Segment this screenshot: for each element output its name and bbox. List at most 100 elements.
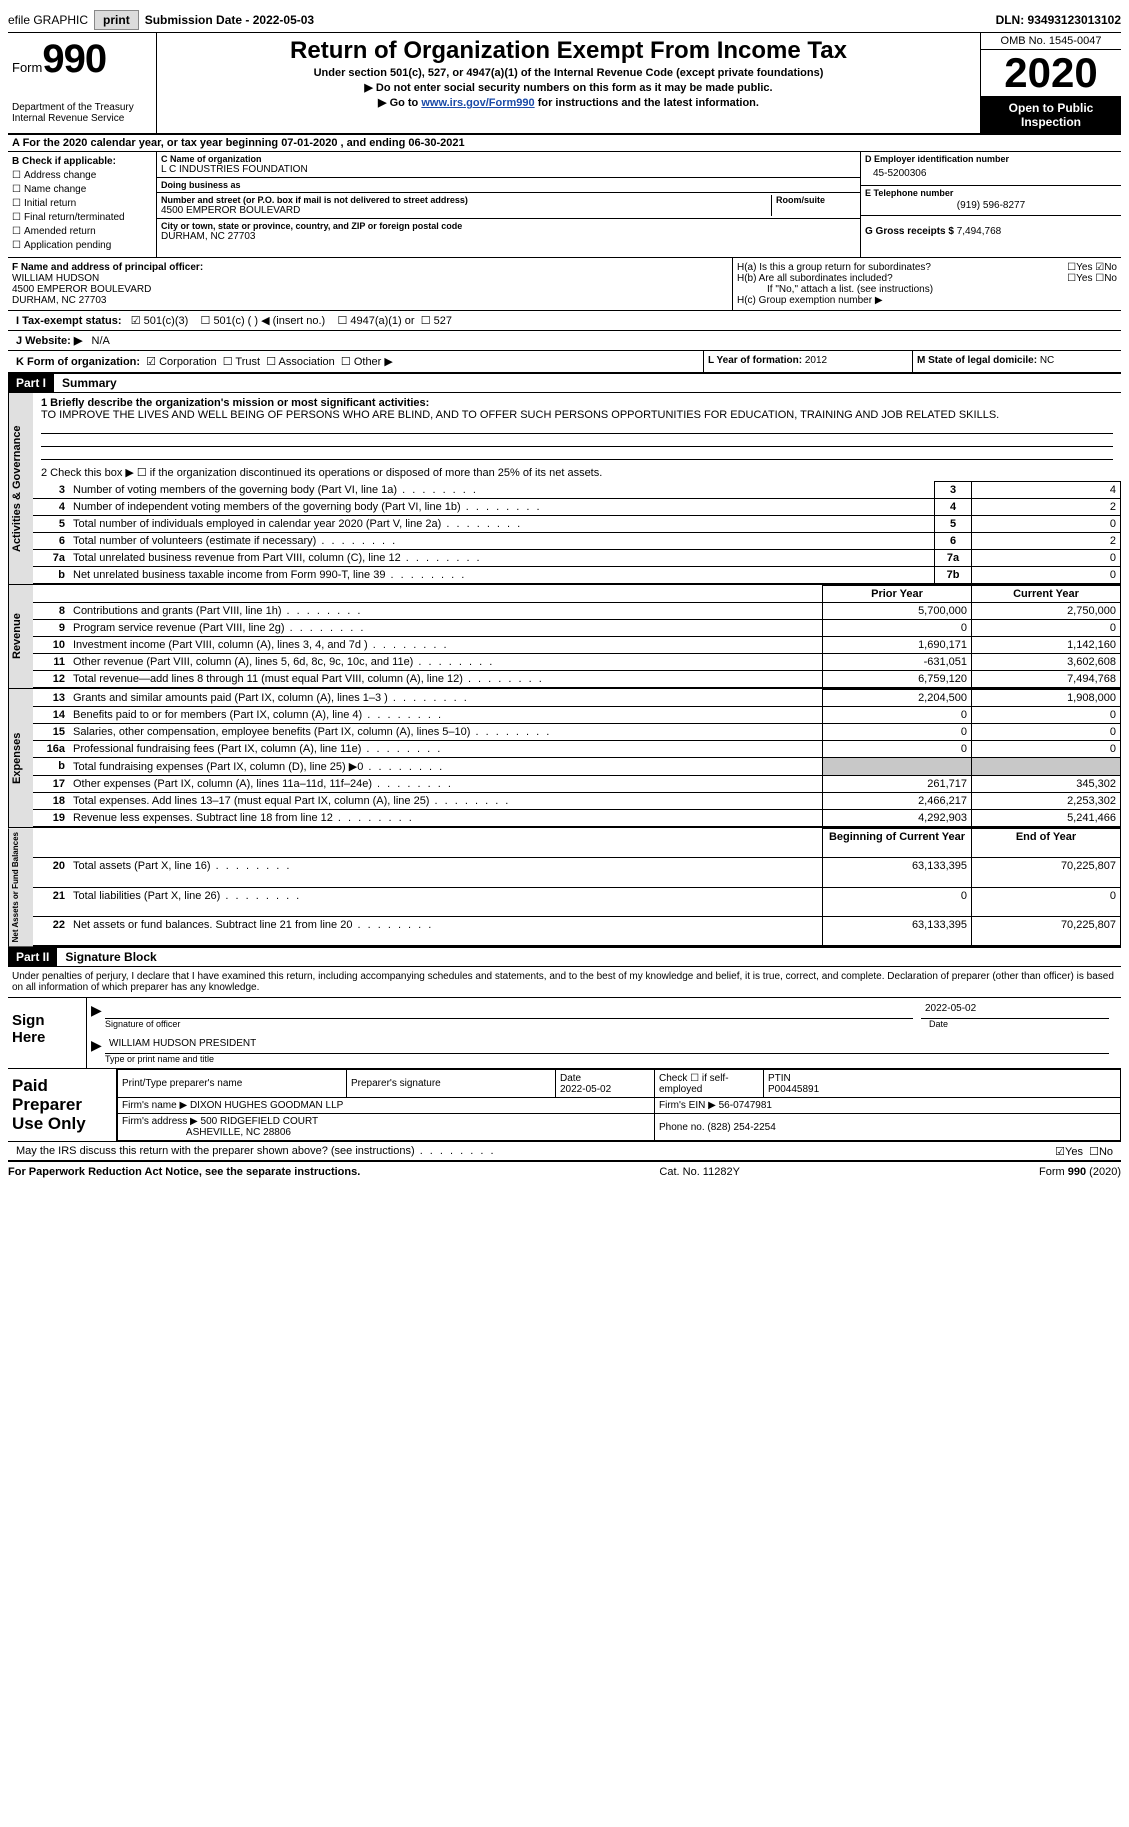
chk-501c3[interactable] (131, 315, 144, 327)
table-row: 10 Investment income (Part VIII, column … (33, 637, 1121, 654)
preparer-table: Print/Type preparer's name Preparer's si… (117, 1069, 1121, 1141)
chk-app-pending[interactable]: Application pending (24, 239, 152, 253)
table-row: 18 Total expenses. Add lines 13–17 (must… (33, 793, 1121, 810)
box-d: D Employer identification number 45-5200… (860, 152, 1121, 257)
ptin-label: PTIN (768, 1073, 791, 1084)
tel-label: E Telephone number (865, 188, 1117, 198)
opt-501c3: 501(c)(3) (144, 315, 189, 327)
box-b-header: B Check if applicable: (12, 156, 152, 167)
table-row: 11 Other revenue (Part VIII, column (A),… (33, 654, 1121, 671)
table-row: 8 Contributions and grants (Part VIII, l… (33, 603, 1121, 620)
chk-initial-return[interactable]: Initial return (24, 197, 152, 211)
chk-name-change[interactable]: Name change (24, 183, 152, 197)
hc-label: H(c) Group exemption number ▶ (737, 295, 1117, 306)
hb-no: No (1104, 273, 1117, 284)
year-box: OMB No. 1545-0047 2020 Open to Public In… (980, 33, 1121, 133)
form-title: Return of Organization Exempt From Incom… (163, 37, 974, 65)
part2-title: Signature Block (57, 948, 164, 966)
year-formation: 2012 (805, 355, 827, 366)
line-i: I Tax-exempt status: 501(c)(3) 501(c) ( … (8, 311, 1121, 331)
may-irs-row: May the IRS discuss this return with the… (8, 1142, 1121, 1162)
chk-527[interactable] (421, 315, 434, 327)
rev-tab: Revenue (8, 585, 33, 688)
sig-date-field: 2022-05-02 (921, 1002, 1109, 1019)
line-i-label: I Tax-exempt status: (16, 315, 122, 327)
addr-value: 4500 EMPEROR BOULEVARD (161, 205, 300, 216)
line-k: K Form of organization: Corporation Trus… (8, 351, 703, 372)
prep-sig-label: Preparer's signature (351, 1078, 441, 1089)
table-row: b Total fundraising expenses (Part IX, c… (33, 758, 1121, 776)
table-row: b Net unrelated business taxable income … (33, 567, 1121, 584)
table-row: 16a Professional fundraising fees (Part … (33, 741, 1121, 758)
form-number: 990 (42, 37, 106, 81)
part1-title: Summary (54, 374, 125, 392)
line-l-label: L Year of formation: (708, 355, 802, 366)
dln: DLN: 93493123013102 (996, 13, 1121, 27)
part2-header-row: Part II Signature Block (8, 948, 1121, 967)
print-button[interactable]: print (94, 10, 139, 30)
table-row: 4 Number of independent voting members o… (33, 499, 1121, 516)
table-row: 17 Other expenses (Part IX, column (A), … (33, 776, 1121, 793)
may-yes: Yes (1065, 1146, 1083, 1158)
box-c: C Name of organization L C INDUSTRIES FO… (157, 152, 860, 257)
chk-assoc[interactable] (266, 356, 278, 368)
chk-corp[interactable] (146, 356, 159, 368)
chk-501c[interactable] (201, 315, 214, 327)
form-id-box: Form990 Department of the Treasury Inter… (8, 33, 157, 133)
dba-cell: Doing business as (157, 178, 860, 193)
sig-officer-label: Signature of officer (105, 1019, 929, 1029)
mission-label: 1 Briefly describe the organization's mi… (41, 397, 429, 409)
gross-label: G Gross receipts $ (865, 226, 954, 237)
gov-section: Activities & Governance 1 Briefly descri… (8, 393, 1121, 585)
table-row: 7a Total unrelated business revenue from… (33, 550, 1121, 567)
na-table: Beginning of Current Year End of Year20 … (33, 828, 1121, 946)
gov-tab: Activities & Governance (8, 393, 33, 584)
addr-label: Number and street (or P.O. box if mail i… (161, 195, 771, 205)
sig-officer-field[interactable] (105, 1002, 913, 1019)
rev-table: Prior Year Current Year8 Contributions a… (33, 585, 1121, 688)
firm-phone-label: Phone no. (659, 1122, 705, 1133)
prep-date-label: Date (560, 1073, 581, 1084)
gross-value: 7,494,768 (957, 226, 1002, 237)
chk-amended[interactable]: Amended return (24, 225, 152, 239)
paid-preparer-label: Paid Preparer Use Only (8, 1069, 117, 1141)
firm-addr-label: Firm's address ▶ (122, 1116, 198, 1127)
chk-other[interactable] (341, 356, 354, 368)
irs-link[interactable]: www.irs.gov/Form990 (421, 97, 534, 109)
ha-no: No (1104, 262, 1117, 273)
org-name-label: C Name of organization (161, 154, 856, 164)
chk-final-return[interactable]: Final return/terminated (24, 211, 152, 225)
chk-4947[interactable] (337, 315, 350, 327)
tel-cell: E Telephone number (919) 596-8277 (861, 186, 1121, 216)
prep-name-label: Print/Type preparer's name (122, 1078, 242, 1089)
city-label: City or town, state or province, country… (161, 221, 856, 231)
arrow-icon: ▶ (91, 1002, 105, 1019)
prep-date: 2022-05-02 (560, 1084, 611, 1095)
period-row: A For the 2020 calendar year, or tax yea… (8, 135, 1121, 152)
hb-label: H(b) Are all subordinates included? (737, 273, 893, 284)
table-row: 9 Program service revenue (Part VIII, li… (33, 620, 1121, 637)
officer-name: WILLIAM HUDSON (12, 273, 99, 284)
self-emp-label: Check ☐ if self-employed (655, 1070, 764, 1097)
opt-527: 527 (434, 315, 452, 327)
chk-trust[interactable] (223, 356, 236, 368)
officer-addr2: DURHAM, NC 27703 (12, 295, 106, 306)
table-row: 22 Net assets or fund balances. Subtract… (33, 917, 1121, 946)
table-row: 14 Benefits paid to or for members (Part… (33, 707, 1121, 724)
city-value: DURHAM, NC 27703 (161, 231, 255, 242)
tel-value: (919) 596-8277 (865, 198, 1117, 213)
form-prefix: Form (12, 60, 42, 75)
pra-notice: For Paperwork Reduction Act Notice, see … (8, 1166, 360, 1178)
org-name-cell: C Name of organization L C INDUSTRIES FO… (157, 152, 860, 178)
website-value: N/A (92, 335, 110, 347)
chk-address-change[interactable]: Address change (24, 169, 152, 183)
table-row: 3 Number of voting members of the govern… (33, 482, 1121, 499)
ein-value: 45-5200306 (865, 164, 1117, 183)
ein-label: D Employer identification number (865, 154, 1117, 164)
arrow-icon: ▶ (91, 1037, 105, 1054)
firm-name: DIXON HUGHES GOODMAN LLP (190, 1100, 343, 1111)
opt-trust: Trust (235, 356, 260, 368)
mission-block: 1 Briefly describe the organization's mi… (33, 393, 1121, 464)
mission-text: TO IMPROVE THE LIVES AND WELL BEING OF P… (41, 409, 999, 421)
dba-label: Doing business as (161, 180, 856, 190)
